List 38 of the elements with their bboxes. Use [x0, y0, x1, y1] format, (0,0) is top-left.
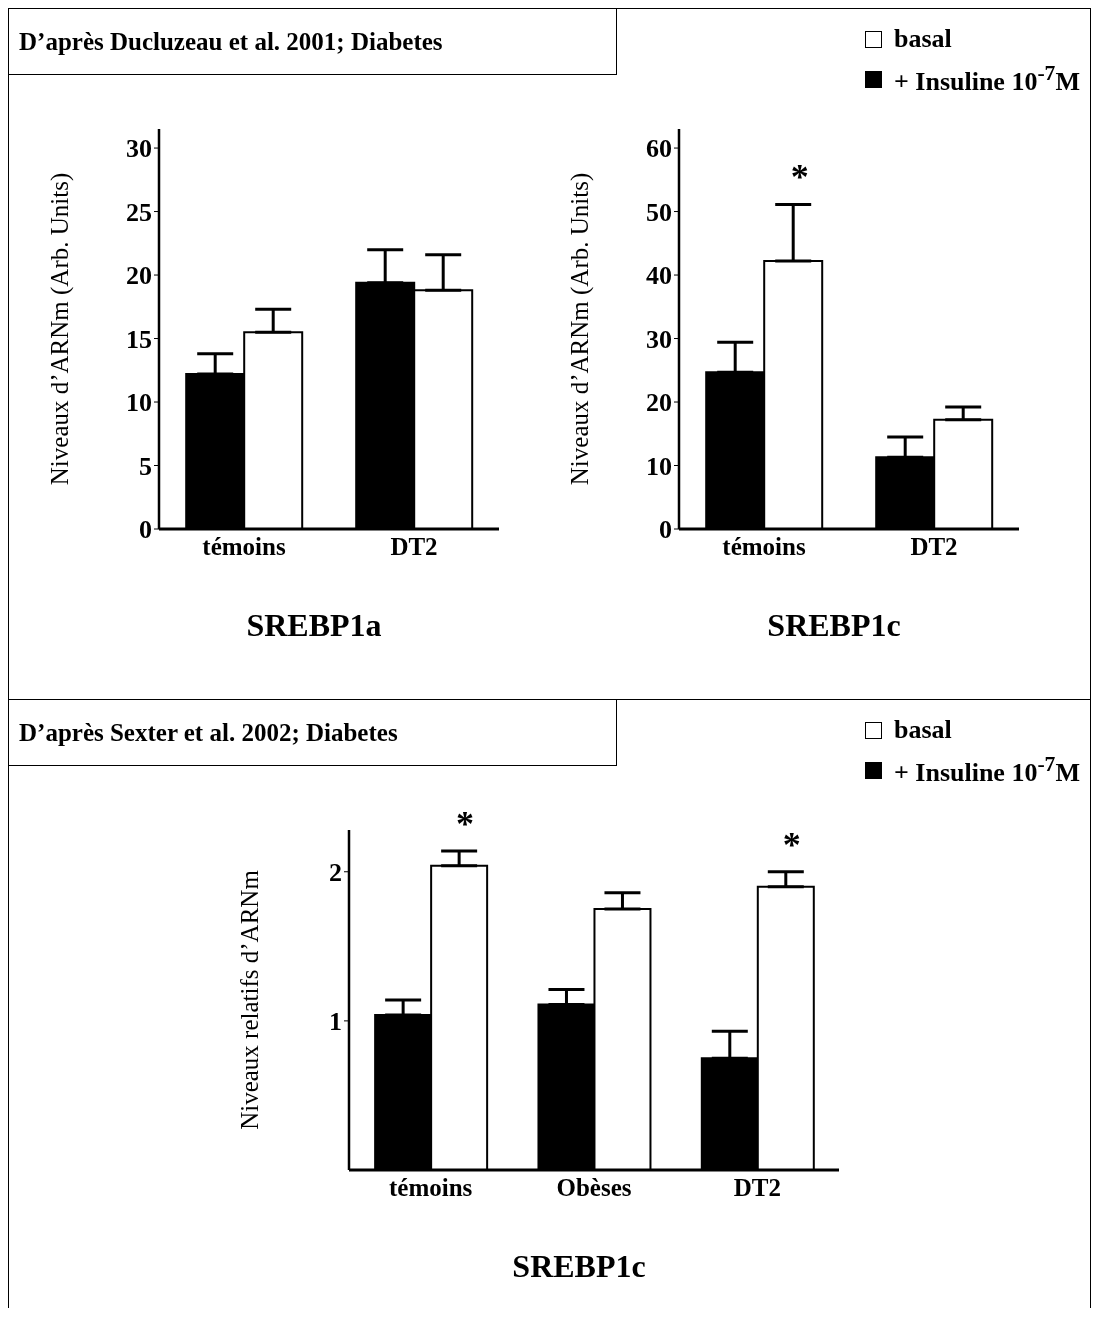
y-tick-label: 10 [126, 388, 152, 418]
y-tick-label: 25 [126, 197, 152, 227]
y-axis-title: Niveaux d’ARNm (Arb. Units) [45, 172, 74, 486]
text: D’après Ducluzeau et al. 2001; Diabetes [19, 27, 443, 56]
y-tick-label: 50 [646, 197, 672, 227]
x-tick-label: DT2 [390, 532, 438, 560]
x-tick-label: Obèses [556, 1173, 632, 1201]
text: SREBP1c [766, 607, 902, 644]
legend-label: basal [893, 24, 952, 54]
y-tick-label: 1 [329, 1007, 342, 1037]
y-tick-label: 2 [329, 857, 342, 887]
y-tick-label: 15 [126, 324, 152, 354]
legend-label: basal [893, 715, 952, 745]
y-tick-label: 0 [659, 515, 672, 545]
y-tick-label: 30 [126, 134, 152, 164]
x-tick-label: DT2 [733, 1173, 781, 1201]
legend-label: + Insuline 10$^{-7}$M [893, 752, 1080, 788]
y-tick-label: 60 [646, 134, 672, 164]
y-tick-label: 30 [646, 324, 672, 354]
y-tick-label: 10 [646, 451, 672, 481]
annotation: * [455, 803, 474, 844]
x-tick-label: témoins [202, 532, 286, 560]
legend-label: + Insuline 10$^{-7}$M [893, 61, 1080, 97]
annotation: * [782, 824, 801, 865]
y-tick-label: 40 [646, 261, 672, 291]
y-tick-label: 0 [139, 515, 152, 545]
y-axis-title: Niveaux relatifs d’ARNm [235, 869, 263, 1130]
y-tick-label: 5 [139, 451, 152, 481]
y-axis-title: Niveaux d’ARNm (Arb. Units) [565, 172, 594, 486]
text: SREBP1c [511, 1248, 647, 1285]
text: D’après Sexter et al. 2002; Diabetes [19, 718, 398, 747]
x-tick-label: DT2 [910, 532, 958, 560]
x-tick-label: témoins [389, 1173, 473, 1201]
y-tick-label: 20 [646, 388, 672, 418]
text: SREBP1a [245, 607, 383, 644]
y-tick-label: 20 [126, 261, 152, 291]
annotation: * [790, 157, 809, 198]
x-tick-label: témoins [722, 532, 806, 560]
